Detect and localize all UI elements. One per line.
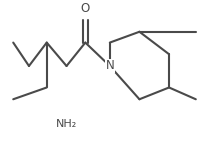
Text: NH₂: NH₂: [56, 119, 77, 129]
Text: O: O: [80, 2, 90, 14]
Text: N: N: [105, 59, 114, 73]
